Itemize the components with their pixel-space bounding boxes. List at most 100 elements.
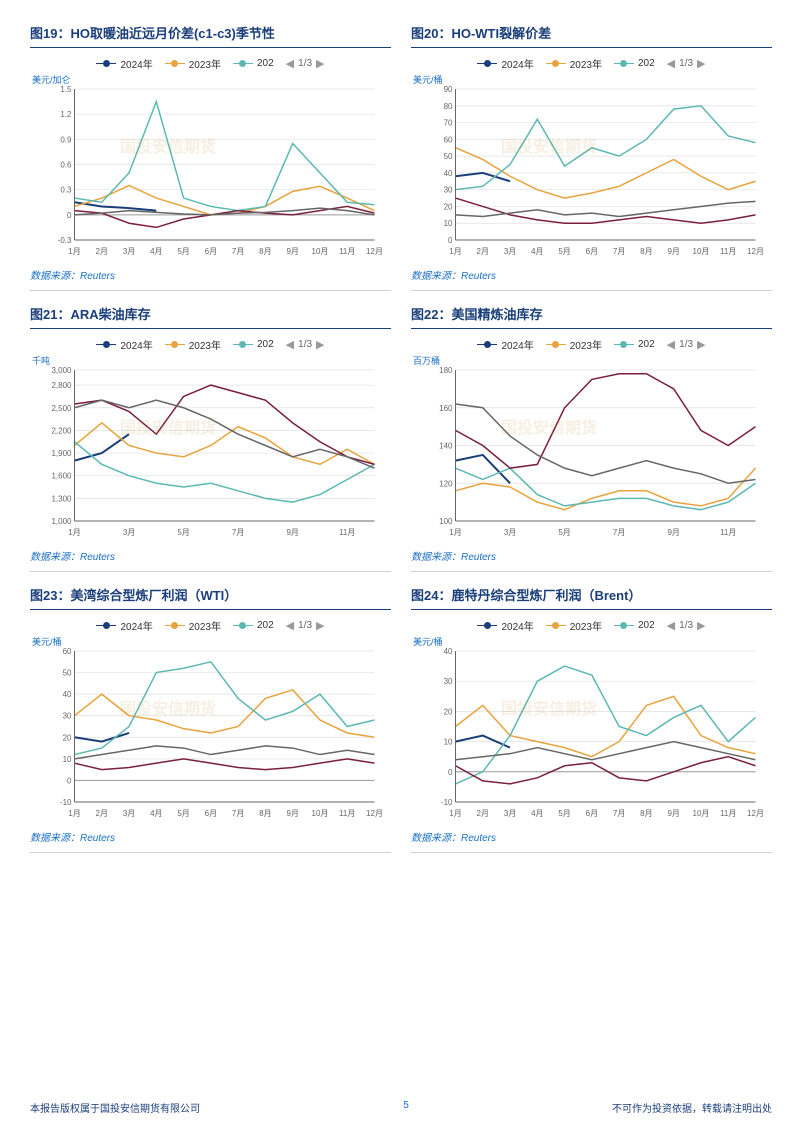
- chart-title: 图22：美国精炼油库存: [411, 301, 772, 329]
- svg-text:11月: 11月: [720, 247, 736, 256]
- chevron-right-icon[interactable]: ▶: [697, 619, 705, 632]
- svg-text:30: 30: [444, 677, 453, 686]
- svg-text:9月: 9月: [667, 809, 679, 818]
- svg-text:12月: 12月: [747, 247, 764, 256]
- legend-pager[interactable]: ◀ 1/3 ▶: [286, 57, 325, 70]
- chevron-right-icon[interactable]: ▶: [697, 57, 705, 70]
- svg-text:5月: 5月: [558, 247, 570, 256]
- data-source: 数据来源：Reuters: [411, 825, 772, 853]
- chevron-right-icon[interactable]: ▶: [316, 57, 324, 70]
- legend-pager[interactable]: ◀ 1/3 ▶: [667, 57, 706, 70]
- legend-row: 2024年 2023年 202 ◀ 1/3 ▶: [30, 329, 391, 354]
- chevron-left-icon[interactable]: ◀: [667, 338, 675, 351]
- svg-text:2,200: 2,200: [51, 426, 72, 435]
- svg-text:-10: -10: [60, 798, 72, 807]
- svg-text:1,300: 1,300: [51, 494, 72, 503]
- svg-text:60: 60: [444, 135, 453, 144]
- svg-text:100: 100: [439, 517, 453, 526]
- chevron-left-icon[interactable]: ◀: [667, 619, 675, 632]
- svg-text:40: 40: [444, 647, 453, 656]
- svg-text:7月: 7月: [232, 809, 244, 818]
- marker-icon: [96, 340, 116, 350]
- marker-icon: [96, 59, 116, 69]
- svg-text:30: 30: [444, 186, 453, 195]
- legend-item-202: 202: [614, 58, 655, 69]
- legend-item-2023: 2023年: [165, 56, 221, 71]
- chart-title: 图21：ARA柴油库存: [30, 301, 391, 329]
- svg-text:8月: 8月: [640, 247, 652, 256]
- svg-text:3月: 3月: [504, 528, 516, 537]
- chevron-right-icon[interactable]: ▶: [697, 338, 705, 351]
- svg-text:1,600: 1,600: [51, 472, 72, 481]
- svg-text:11月: 11月: [339, 809, 355, 818]
- legend-pager[interactable]: ◀ 1/3 ▶: [667, 338, 706, 351]
- chevron-left-icon[interactable]: ◀: [667, 57, 675, 70]
- svg-text:8月: 8月: [259, 247, 271, 256]
- svg-text:9月: 9月: [286, 809, 298, 818]
- svg-text:160: 160: [439, 404, 453, 413]
- svg-text:11月: 11月: [339, 247, 355, 256]
- chart-svg: -0.300.30.60.91.21.51月2月3月4月5月6月7月8月9月10…: [30, 83, 391, 258]
- svg-text:-10: -10: [441, 798, 453, 807]
- pager-text: 1/3: [298, 58, 312, 69]
- svg-text:11月: 11月: [720, 528, 736, 537]
- svg-text:90: 90: [444, 85, 453, 94]
- marker-icon: [477, 621, 497, 631]
- legend-item-2024: 2024年: [477, 56, 533, 71]
- svg-text:1月: 1月: [449, 528, 461, 537]
- svg-text:4月: 4月: [150, 809, 162, 818]
- chevron-right-icon[interactable]: ▶: [316, 338, 324, 351]
- chart-title: 图24：鹿特丹综合型炼厂利润（Brent）: [411, 582, 772, 610]
- chart-title: 图19：HO取暖油近远月价差(c1-c3)季节性: [30, 20, 391, 48]
- pager-text: 1/3: [679, 620, 693, 631]
- footer-page: 5: [403, 1100, 409, 1115]
- chevron-left-icon[interactable]: ◀: [286, 619, 294, 632]
- y-axis-label: 千吨: [30, 354, 391, 364]
- chart-title: 图23：美湾综合型炼厂利润（WTI）: [30, 582, 391, 610]
- svg-text:1月: 1月: [68, 809, 80, 818]
- chart-svg: -100102030401月2月3月4月5月6月7月8月9月10月11月12月: [411, 645, 772, 820]
- svg-text:-0.3: -0.3: [58, 236, 72, 245]
- chevron-left-icon[interactable]: ◀: [286, 338, 294, 351]
- legend-pager[interactable]: ◀ 1/3 ▶: [286, 619, 325, 632]
- svg-text:3月: 3月: [123, 809, 135, 818]
- marker-icon: [233, 340, 253, 350]
- marker-icon: [233, 59, 253, 69]
- chevron-left-icon[interactable]: ◀: [286, 57, 294, 70]
- chart-grid: 图19：HO取暖油近远月价差(c1-c3)季节性 2024年 2023年 202…: [30, 20, 772, 853]
- svg-text:12月: 12月: [747, 809, 764, 818]
- svg-text:10月: 10月: [312, 247, 329, 256]
- svg-text:6月: 6月: [586, 809, 598, 818]
- svg-text:2月: 2月: [477, 247, 489, 256]
- marker-icon: [165, 340, 185, 350]
- y-axis-label: 美元/桶: [30, 635, 391, 645]
- svg-text:12月: 12月: [366, 809, 383, 818]
- legend-pager[interactable]: ◀ 1/3 ▶: [667, 619, 706, 632]
- marker-icon: [546, 340, 566, 350]
- svg-text:1.2: 1.2: [60, 110, 72, 119]
- svg-text:0: 0: [67, 211, 72, 220]
- svg-text:10: 10: [444, 219, 453, 228]
- svg-text:11月: 11月: [339, 528, 355, 537]
- y-axis-label: 美元/加仑: [30, 73, 391, 83]
- svg-text:1月: 1月: [449, 247, 461, 256]
- svg-text:3月: 3月: [504, 809, 516, 818]
- chart-block-fig21: 图21：ARA柴油库存 2024年 2023年 202 ◀ 1/3 ▶ 千吨 1…: [30, 301, 391, 572]
- pager-text: 1/3: [679, 339, 693, 350]
- chevron-right-icon[interactable]: ▶: [316, 619, 324, 632]
- legend-item-202: 202: [614, 620, 655, 631]
- svg-text:4月: 4月: [150, 247, 162, 256]
- chart-block-fig23: 图23：美湾综合型炼厂利润（WTI） 2024年 2023年 202 ◀ 1/3…: [30, 582, 391, 853]
- data-source: 数据来源：Reuters: [30, 263, 391, 291]
- svg-text:0: 0: [67, 776, 72, 785]
- svg-text:2月: 2月: [96, 809, 108, 818]
- svg-text:2,800: 2,800: [51, 381, 72, 390]
- legend-item-2024: 2024年: [96, 56, 152, 71]
- legend-item-2024: 2024年: [96, 337, 152, 352]
- legend-item-202: 202: [233, 58, 274, 69]
- marker-icon: [477, 340, 497, 350]
- legend-pager[interactable]: ◀ 1/3 ▶: [286, 338, 325, 351]
- svg-text:10: 10: [444, 738, 453, 747]
- y-axis-label: 百万桶: [411, 354, 772, 364]
- chart-block-fig22: 图22：美国精炼油库存 2024年 2023年 202 ◀ 1/3 ▶ 百万桶 …: [411, 301, 772, 572]
